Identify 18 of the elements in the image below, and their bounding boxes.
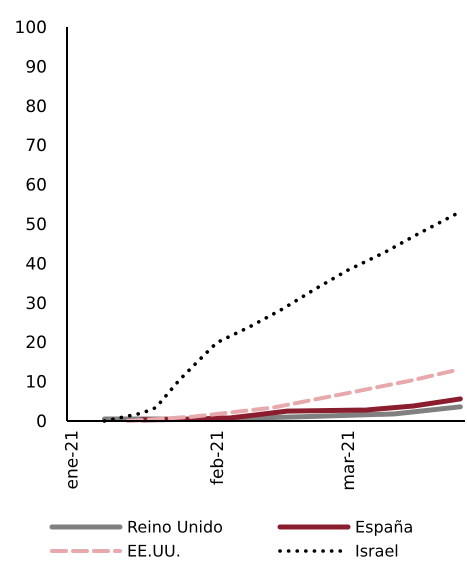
y-tick-label: 0: [36, 412, 47, 432]
x-tick-label: feb-21: [208, 430, 228, 486]
legend-label: Reino Unido: [127, 518, 223, 537]
legend-label: Israel: [355, 542, 399, 561]
y-tick-label: 50: [25, 214, 47, 235]
y-tick-label: 40: [25, 254, 47, 274]
legend-label: EE.UU.: [127, 542, 181, 561]
legend-label: España: [355, 518, 414, 537]
y-tick-label: 70: [25, 136, 47, 156]
y-tick-label: 90: [25, 57, 47, 78]
x-tick-label: ene-21: [62, 430, 83, 490]
x-tick-label: mar-21: [338, 430, 359, 491]
y-tick-label: 80: [25, 96, 47, 117]
y-tick-label: 20: [25, 333, 47, 354]
y-tick-label: 60: [25, 176, 47, 196]
y-tick-label: 10: [25, 372, 47, 393]
y-tick-label: 30: [25, 294, 47, 314]
y-tick-label: 100: [14, 18, 47, 38]
